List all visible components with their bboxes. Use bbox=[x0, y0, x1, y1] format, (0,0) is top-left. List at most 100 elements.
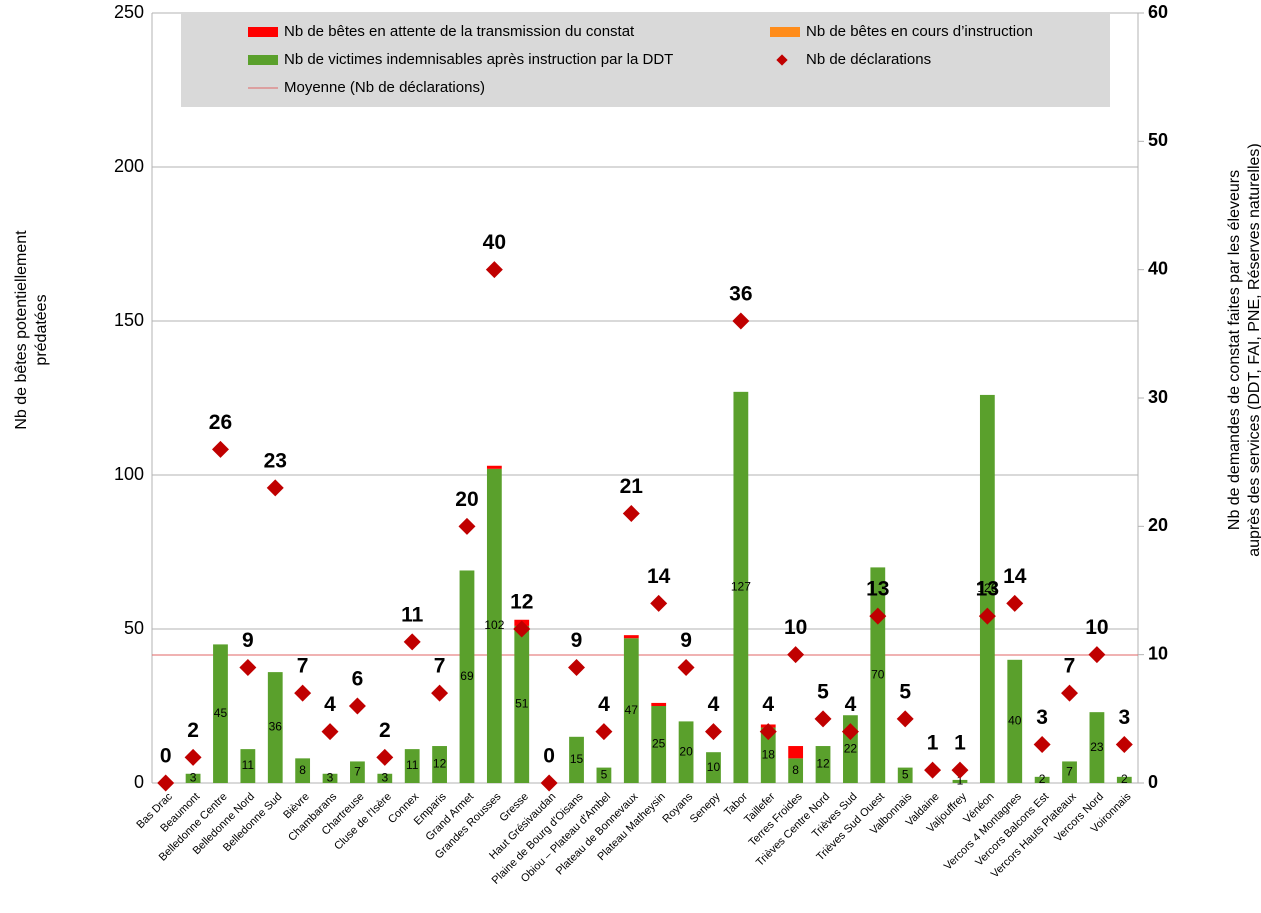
bar bbox=[432, 746, 447, 783]
marker bbox=[376, 748, 394, 766]
y-tick-label: 200 bbox=[114, 156, 144, 176]
legend-label: Nb de bêtes en attente de la transmissio… bbox=[284, 23, 635, 40]
bar bbox=[486, 465, 502, 469]
bar bbox=[213, 644, 228, 783]
data-label: 2 bbox=[1039, 772, 1046, 786]
bar bbox=[706, 752, 721, 783]
data-label: 9 bbox=[242, 629, 254, 652]
data-label: 4 bbox=[762, 693, 774, 716]
bar bbox=[760, 727, 776, 783]
data-label: 1 bbox=[957, 774, 964, 788]
bar bbox=[651, 706, 667, 783]
marker bbox=[595, 723, 613, 741]
y2-tick-label: 0 bbox=[1148, 772, 1158, 792]
data-label: 3 bbox=[1036, 706, 1048, 729]
bar bbox=[240, 749, 256, 783]
bar bbox=[815, 746, 831, 783]
data-label: 9 bbox=[680, 629, 692, 652]
data-label: 11 bbox=[401, 603, 424, 626]
bar bbox=[1062, 761, 1077, 783]
data-label: 1 bbox=[954, 732, 966, 755]
y-tick-label: 250 bbox=[114, 2, 144, 22]
bar bbox=[569, 736, 584, 783]
data-label: 40 bbox=[483, 231, 506, 254]
y-tick-label: 0 bbox=[134, 772, 144, 792]
marker bbox=[622, 505, 640, 522]
marker bbox=[978, 607, 996, 625]
data-label: 36 bbox=[729, 283, 752, 306]
y2-axis-label: Nb de demandes de constat faites par les… bbox=[1226, 170, 1243, 530]
data-label: 14 bbox=[647, 565, 671, 588]
data-label: 3 bbox=[190, 771, 197, 785]
x-tick-label: Senepy bbox=[688, 790, 723, 825]
data-label: 5 bbox=[899, 680, 911, 703]
legend-swatch bbox=[248, 27, 278, 37]
data-label: 20 bbox=[455, 488, 478, 511]
data-label: 10 bbox=[784, 616, 807, 639]
data-label: 4 bbox=[598, 693, 610, 716]
data-label: 10 bbox=[1085, 616, 1108, 639]
marker bbox=[294, 684, 312, 702]
bar bbox=[322, 773, 338, 783]
data-label: 20 bbox=[679, 744, 693, 758]
bar bbox=[678, 721, 694, 783]
data-label: 13 bbox=[976, 578, 999, 601]
data-label: 12 bbox=[510, 591, 533, 614]
data-label: 9 bbox=[571, 629, 583, 652]
legend-swatch bbox=[770, 27, 800, 37]
data-label: 7 bbox=[354, 764, 361, 778]
marker bbox=[759, 723, 777, 741]
bar bbox=[596, 767, 612, 783]
bar bbox=[350, 761, 365, 783]
marker bbox=[403, 633, 421, 651]
data-label: 15 bbox=[570, 752, 584, 766]
data-label: 8 bbox=[299, 763, 306, 777]
bar bbox=[897, 767, 913, 783]
y2-tick-label: 40 bbox=[1148, 258, 1168, 278]
marker bbox=[869, 607, 887, 625]
data-label: 1 bbox=[927, 732, 939, 755]
marker bbox=[1115, 736, 1133, 753]
bar bbox=[651, 702, 667, 706]
data-label: 14 bbox=[1003, 565, 1027, 588]
data-label: 26 bbox=[209, 411, 232, 434]
bar bbox=[1034, 776, 1050, 783]
bar bbox=[295, 758, 311, 783]
y2-tick-label: 60 bbox=[1148, 2, 1168, 22]
marker bbox=[841, 723, 859, 741]
bar bbox=[377, 773, 393, 783]
data-label: 7 bbox=[1066, 764, 1073, 778]
data-label: 8 bbox=[792, 763, 799, 777]
marker bbox=[924, 761, 942, 779]
legend-label: Nb de bêtes en cours d’instruction bbox=[806, 23, 1033, 40]
bar bbox=[788, 758, 804, 783]
data-label: 36 bbox=[269, 720, 283, 734]
bar bbox=[788, 746, 804, 759]
data-label: 102 bbox=[484, 618, 504, 632]
marker bbox=[896, 710, 914, 728]
data-label: 5 bbox=[817, 680, 829, 703]
y2-tick-label: 10 bbox=[1148, 643, 1168, 663]
data-label: 22 bbox=[844, 741, 858, 755]
data-label: 10 bbox=[707, 760, 721, 774]
marker bbox=[266, 479, 284, 497]
data-label: 7 bbox=[1064, 655, 1076, 678]
data-label: 13 bbox=[866, 578, 889, 601]
marker bbox=[1088, 646, 1106, 664]
marker bbox=[540, 774, 558, 792]
legend-swatch bbox=[248, 55, 278, 65]
marker bbox=[732, 312, 750, 330]
data-label: 3 bbox=[327, 771, 334, 785]
y-tick-label: 150 bbox=[114, 310, 144, 330]
marker bbox=[650, 594, 668, 612]
marker bbox=[211, 440, 229, 458]
marker bbox=[348, 697, 366, 715]
data-label: 45 bbox=[214, 706, 228, 720]
data-label: 47 bbox=[625, 703, 639, 717]
data-label: 25 bbox=[652, 737, 666, 751]
data-label: 11 bbox=[406, 758, 419, 772]
data-label: 2 bbox=[379, 719, 391, 742]
marker bbox=[157, 774, 175, 792]
y-tick-label: 50 bbox=[124, 618, 144, 638]
